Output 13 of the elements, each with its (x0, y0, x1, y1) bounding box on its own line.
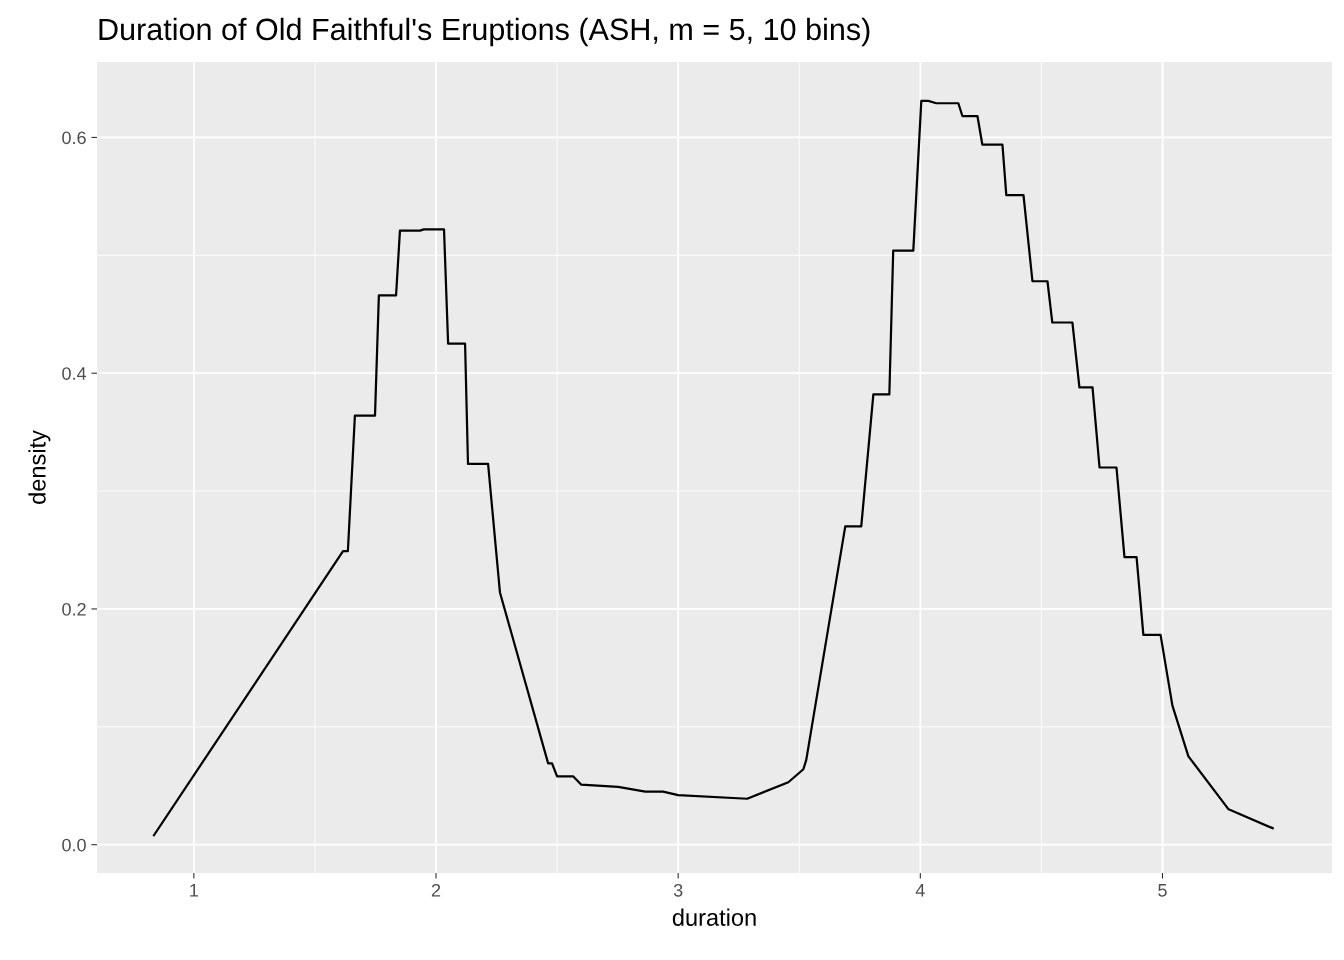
chart-title: Duration of Old Faithful's Eruptions (ASH, m = 5, 10 bins) (99, 17, 870, 47)
y-tick-label: 0.0 (62, 838, 86, 852)
x-tick-label: 3 (673, 883, 683, 897)
x-tick-label: 4 (915, 884, 925, 897)
line-series (152, 99, 1274, 837)
x-tick-label: 2 (431, 883, 441, 897)
x-tick-label: 5 (1158, 884, 1167, 897)
x-tick-label: 1 (190, 884, 198, 897)
x-axis-title: duration (672, 908, 756, 926)
y-axis-title: density (28, 430, 51, 504)
y-tick-label: 0.6 (62, 131, 86, 145)
y-tick-label: 0.4 (62, 367, 87, 380)
y-tick-label: 0.2 (62, 602, 86, 616)
